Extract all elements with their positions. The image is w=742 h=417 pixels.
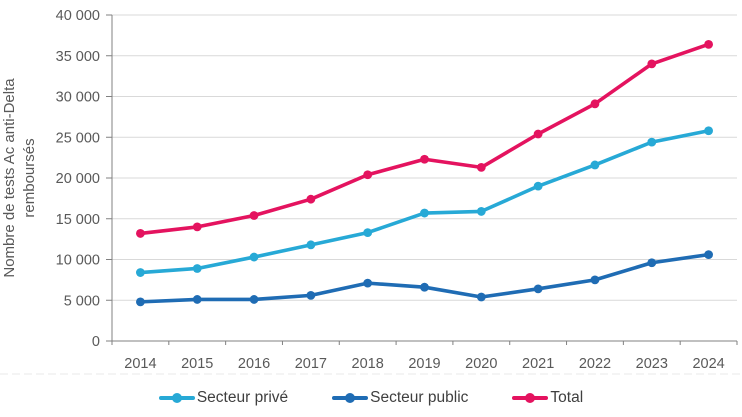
x-tick-label: 2017 — [295, 356, 327, 372]
dot-icon — [525, 393, 536, 403]
line-marker-icon — [512, 393, 549, 403]
data-point — [590, 275, 600, 285]
data-point — [476, 163, 486, 172]
data-point — [249, 252, 259, 262]
data-point — [192, 264, 202, 273]
data-point — [420, 208, 429, 218]
y-tick-label: 35 000 — [56, 49, 100, 65]
y-tick-labels: 0 5 000 10 000 15 000 20 000 25 000 30 000 35 0… — [56, 8, 100, 350]
data-point — [306, 194, 316, 204]
data-point — [249, 211, 259, 220]
dot-icon — [345, 393, 356, 403]
data-point — [136, 229, 145, 238]
line-marker-icon — [158, 393, 195, 403]
data-point — [647, 258, 657, 268]
dot-icon — [171, 393, 182, 403]
data-point — [533, 181, 543, 191]
data-point — [476, 207, 486, 216]
legend-label: Total — [550, 389, 584, 406]
y-tick-label: 5 000 — [64, 293, 100, 309]
x-tick-label: 2024 — [692, 356, 724, 372]
y-tick-label: 20 000 — [56, 171, 100, 187]
data-point — [590, 99, 600, 109]
data-point — [249, 295, 259, 304]
x-tick-label: 2020 — [465, 356, 497, 372]
series-secteur-public — [136, 250, 713, 307]
line-marker-icon — [332, 393, 369, 403]
x-tick-label: 2015 — [181, 356, 213, 372]
legend-label: Secteur public — [370, 389, 469, 406]
axes — [106, 14, 738, 345]
data-point — [363, 228, 373, 238]
data-point — [476, 292, 486, 302]
data-point — [704, 39, 713, 49]
x-tick-label: 2023 — [636, 356, 668, 372]
data-point — [136, 268, 145, 277]
y-tick-label: 0 — [92, 334, 100, 350]
legend-item-secteur-public: Secteur public — [332, 389, 468, 407]
series-total — [136, 39, 713, 238]
data-point — [192, 222, 202, 232]
y-tick-label: 25 000 — [56, 130, 100, 146]
x-tick-label: 2019 — [408, 356, 440, 372]
data-point — [704, 250, 713, 260]
y-tick-label: 40 000 — [56, 8, 100, 24]
data-point — [533, 129, 543, 139]
x-tick-label: 2018 — [352, 356, 384, 372]
data-point — [306, 290, 316, 300]
data-point — [306, 240, 316, 250]
y-tick-label: 30 000 — [56, 90, 100, 106]
data-point — [363, 170, 373, 180]
data-point — [420, 154, 429, 164]
y-tick-label: 10 000 — [56, 253, 100, 269]
x-tick-label: 2021 — [522, 356, 554, 372]
data-point — [420, 282, 429, 292]
x-tick-label: 2016 — [238, 356, 270, 372]
data-point — [590, 160, 600, 170]
data-point — [647, 59, 657, 69]
y-tick-label: 15 000 — [56, 212, 100, 228]
data-point — [704, 126, 713, 136]
data-point — [363, 278, 373, 288]
legend-item-secteur-prive: Secteur privé — [158, 389, 289, 407]
gridlines — [112, 14, 737, 301]
x-tick-labels: 2014 2015 2016 2017 2018 2019 2020 2021 2022 2023… — [124, 356, 724, 372]
x-tick-label: 2022 — [579, 356, 611, 372]
data-point — [136, 297, 145, 307]
data-point — [533, 284, 543, 294]
chart-legend: Secteur privé Secteur public Total — [0, 386, 742, 410]
series-secteur-priv- — [136, 126, 713, 277]
data-point — [647, 137, 657, 147]
x-tick-label: 2014 — [124, 356, 156, 372]
data-point — [192, 295, 202, 304]
legend-label: Secteur privé — [196, 389, 289, 406]
legend-item-total: Total — [512, 389, 583, 407]
